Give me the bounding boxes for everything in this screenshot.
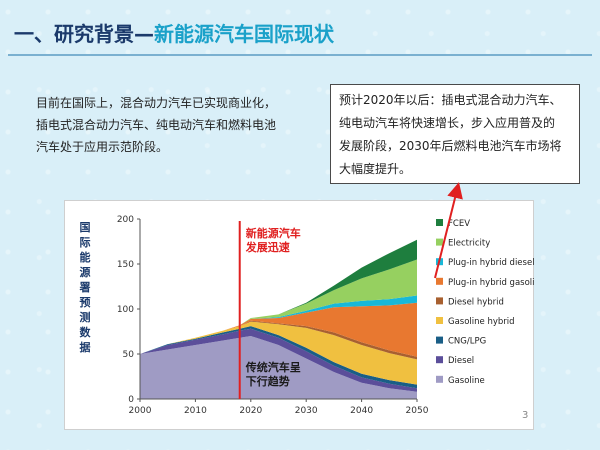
legend-label: Gasoline hybrid [448,317,515,327]
legend-swatch [436,238,443,246]
traditional-annotation: 下行趋势 [246,374,290,388]
legend-swatch [436,317,443,324]
y-axis-label-char: 署 [79,281,91,294]
new-energy-annotation: 发展迅速 [245,240,290,254]
x-tick-label: 2020 [239,406,262,416]
legend-swatch [436,336,443,344]
intro-line: 插电式混合动力汽车、纯电动汽车和燃料电池 [36,118,277,132]
x-tick-label: 2030 [295,406,318,416]
y-axis-label-char: 据 [80,340,91,354]
legend-label: Plug-in hybrid diesel [448,258,535,268]
legend-label: Plug-in hybrid gasoline [448,278,535,288]
y-tick-label: 50 [123,350,135,360]
y-axis-label-char: 源 [80,265,91,279]
intro-line: 汽车处于应用示范阶段。 [36,140,169,154]
y-axis-label-char: 预 [80,295,91,309]
y-axis-label-char: 测 [80,310,91,324]
y-axis-label-char: 际 [80,235,91,249]
area-gasoline [140,336,417,399]
page-title: 一、研究背景—新能源汽车国际现状 [14,18,334,47]
legend-label: Diesel [448,356,474,366]
area-diesel [140,328,417,392]
y-tick-label: 150 [117,260,134,270]
header-divider [8,54,592,56]
legend-label: Diesel hybrid [448,297,504,307]
callout-line: 纯电动汽车将快速增长，步入应用普及的 [339,116,556,130]
legend-swatch [436,375,443,383]
intro-line: 目前在国际上，混合动力汽车已实现商业化， [36,96,277,110]
intro-text: 目前在国际上，混合动力汽车已实现商业化， 插电式混合动力汽车、纯电动汽车和燃料电… [36,92,326,158]
legend-swatch [436,258,443,266]
area-gasoline-hybrid [140,321,417,385]
y-tick-label: 200 [117,215,134,225]
forecast-chart: 国际能源署预测数据 0 50 100 150 200 2000 2010 2020 2030 204… [64,200,536,430]
y-tick-label: 100 [117,305,134,315]
page-number: 3 [522,410,529,421]
legend-label: Electricity [448,239,490,249]
area-plug-in-hybrid-gasoline [140,302,417,357]
title-sub: 新能源汽车国际现状 [154,22,334,46]
forecast-callout: 预计2020年以后：插电式混合动力汽车、 纯电动汽车将快速增长，步入应用普及的 … [330,84,580,184]
callout-line: 发展阶段，2030年后燃料电池汽车市场将 [339,139,562,153]
legend-label: FCEV [448,219,470,229]
callout-line: 大幅度提升。 [339,162,412,176]
title-dash: — [134,22,154,46]
callout-line: 预计2020年以后：插电式混合动力汽车、 [339,93,562,107]
traditional-annotation: 传统汽车呈 [245,360,301,374]
legend-swatch [436,356,443,364]
legend-label: Gasoline [448,376,485,386]
legend-swatch [436,277,443,285]
x-tick-label: 2040 [350,406,373,416]
legend-label: CNG/LPG [448,337,486,347]
title-main: 一、研究背景 [14,22,134,46]
y-axis-label-char: 国 [80,221,91,234]
new-energy-annotation: 新能源汽车 [246,226,301,240]
y-axis-label-char: 数 [80,325,92,339]
y-axis-label-char: 能 [80,250,91,264]
legend-swatch [436,297,443,305]
area-plug-in-hybrid-diesel [140,295,417,354]
legend-swatch [436,219,443,226]
header: 一、研究背景—新能源汽车国际现状 [0,0,600,58]
x-tick-label: 2000 [129,406,152,416]
area-cng-lpg [140,326,417,389]
x-tick-label: 2050 [406,406,429,416]
x-tick-label: 2010 [184,406,207,416]
y-tick-label: 0 [128,395,134,405]
